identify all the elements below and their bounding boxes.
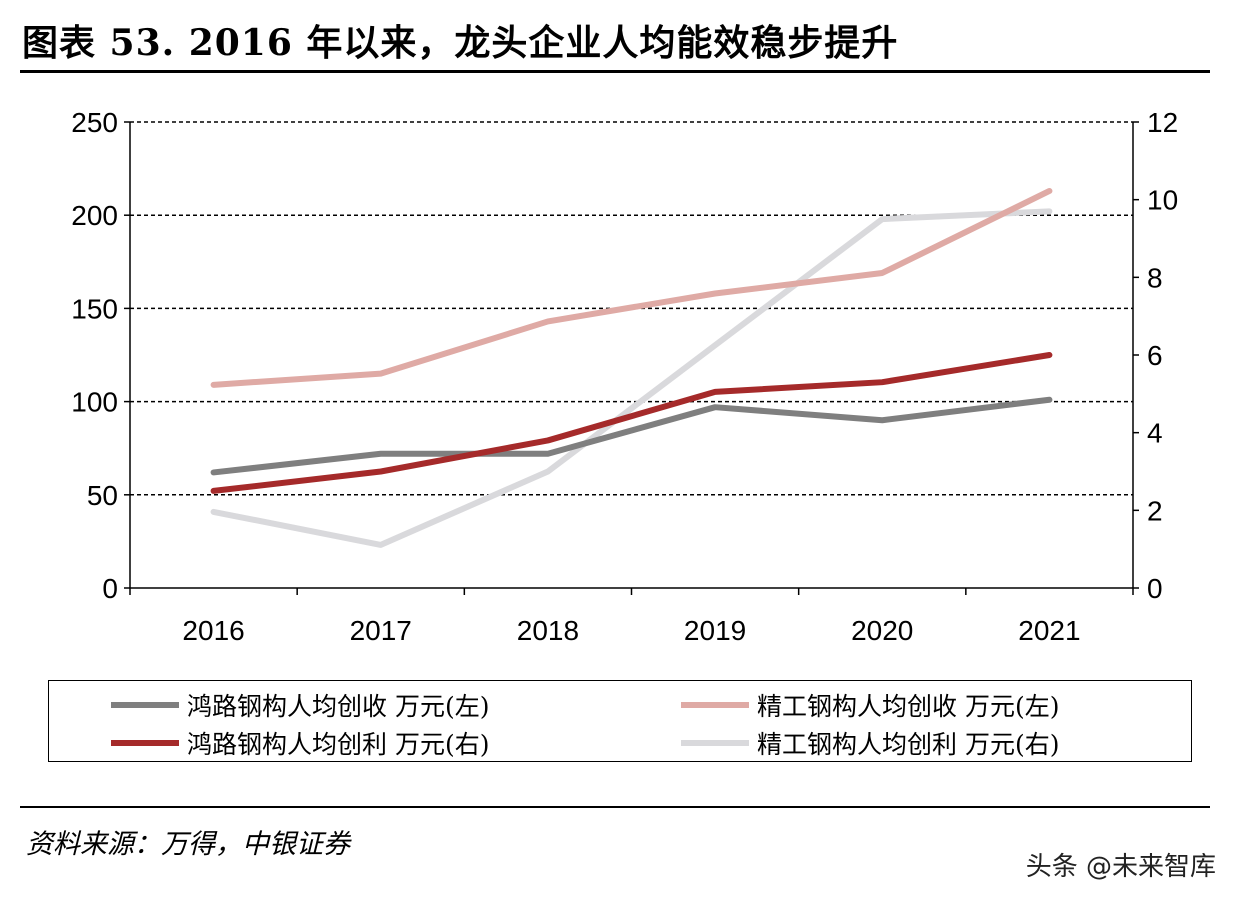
legend-swatch: [681, 740, 749, 746]
legend-label: 精工钢构人均创利 万元(右): [757, 730, 1060, 759]
title-divider: [20, 70, 1210, 73]
series-line: [210, 187, 1053, 388]
x-tick-label: 2016: [182, 615, 244, 646]
series-line: [210, 396, 1053, 476]
y-right-tick-label: 10: [1147, 185, 1178, 216]
source-note: 资料来源：万得，中银证券: [26, 829, 350, 860]
legend-item: 精工钢构人均创收 万元(左): [681, 687, 1059, 723]
y-left-tick-label: 150: [71, 293, 118, 324]
y-left-tick-label: 50: [87, 480, 118, 511]
legend-item: 鸿路钢构人均创利 万元(右): [111, 725, 489, 761]
y-right-tick-label: 12: [1147, 107, 1178, 138]
legend-label: 鸿路钢构人均创利 万元(右): [187, 730, 490, 759]
x-tick-label: 2019: [684, 615, 746, 646]
legend-item: 精工钢构人均创利 万元(右): [681, 725, 1059, 761]
legend-swatch: [111, 702, 179, 708]
legend: 鸿路钢构人均创收 万元(左) 精工钢构人均创收 万元(左) 鸿路钢构人均创利 万…: [48, 680, 1192, 762]
y-right-tick-label: 2: [1147, 495, 1163, 526]
line-chart: 0 50 100 150 200 250 0 2 4 6 8 10 12 2016 2017 2018 2019…: [71, 107, 1178, 646]
y-left-tick-label: 250: [71, 107, 118, 138]
legend-swatch: [111, 740, 179, 746]
y-left-tick-label: 100: [71, 387, 118, 418]
series-line: [210, 352, 1053, 494]
y-right-tick-label: 4: [1147, 418, 1163, 449]
y-left-tick-label: 200: [71, 200, 118, 231]
y-right-tick-label: 8: [1147, 262, 1163, 293]
x-tick-label: 2021: [1018, 615, 1080, 646]
x-tick-label: 2018: [517, 615, 579, 646]
y-right-tick-label: 6: [1147, 340, 1163, 371]
x-tick-label: 2020: [851, 615, 913, 646]
legend-label: 精工钢构人均创收 万元(左): [757, 692, 1060, 721]
watermark: 头条 @未来智库: [1025, 852, 1216, 882]
x-tick-label: 2017: [350, 615, 412, 646]
chart-title: 图表 53. 2016 年以来，龙头企业人均能效稳步提升: [22, 22, 899, 64]
legend-swatch: [681, 702, 749, 708]
legend-item: 鸿路钢构人均创收 万元(左): [111, 687, 489, 723]
series-line: [210, 208, 1053, 548]
source-divider: [20, 806, 1210, 808]
y-right-tick-label: 0: [1147, 573, 1163, 604]
legend-label: 鸿路钢构人均创收 万元(左): [187, 692, 490, 721]
y-left-tick-label: 0: [102, 573, 118, 604]
